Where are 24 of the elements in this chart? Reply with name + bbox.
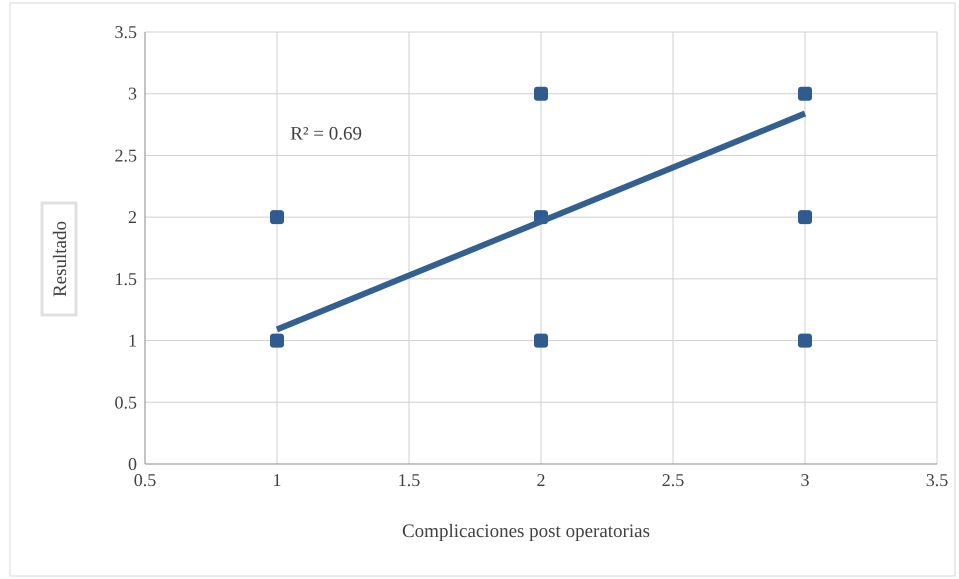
y-tick-label: 1.5 (114, 268, 137, 289)
y-tick-label: 3.5 (114, 22, 137, 42)
y-axis-title: Resultado (50, 221, 71, 297)
x-axis-title: Complicaciones post operatorias (402, 521, 650, 542)
annotation: R² = 0.69 (290, 123, 362, 144)
x-tick-label: 3 (800, 470, 810, 490)
point (534, 86, 548, 101)
y-tick-label: 0 (128, 454, 137, 474)
y-tick-label: 1 (128, 330, 137, 351)
y-tick-label: 2 (128, 207, 137, 228)
x-tick-label: 1.5 (398, 470, 420, 490)
y-tick-label: 0.5 (114, 392, 137, 412)
x-tick-label: 2.5 (662, 470, 684, 490)
point (798, 210, 812, 224)
point (270, 210, 284, 224)
y-tick-label: 2.5 (114, 145, 137, 166)
point (798, 86, 812, 101)
point (534, 334, 548, 348)
y-tick-label: 3 (128, 84, 137, 104)
point (270, 334, 284, 348)
x-tick-label: 2 (536, 470, 546, 490)
point (798, 334, 812, 348)
x-tick-label: 1 (272, 470, 282, 490)
x-tick-label: 3.5 (926, 470, 948, 490)
